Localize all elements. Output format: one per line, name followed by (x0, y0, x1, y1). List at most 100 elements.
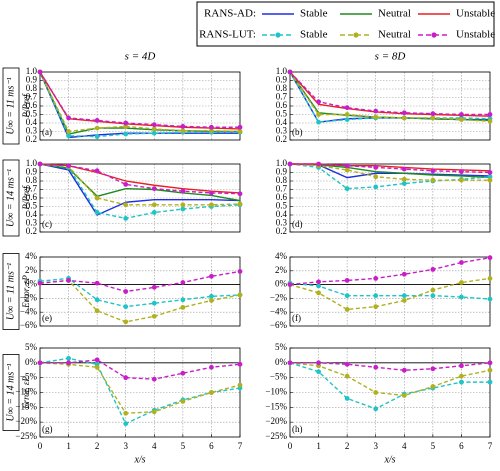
legend-label: Unstable (456, 8, 495, 20)
legend-label: Stable (300, 29, 328, 41)
point (180, 399, 186, 404)
point (123, 124, 129, 129)
point (344, 117, 350, 122)
point (151, 186, 157, 192)
y-tick-label: 0.9 (26, 167, 38, 177)
point (430, 293, 436, 299)
series-line (290, 163, 491, 174)
y-tick-label: 0.4 (276, 117, 288, 127)
point (401, 393, 407, 398)
point (373, 174, 379, 180)
point (151, 376, 157, 382)
point (66, 360, 71, 366)
point (180, 304, 186, 310)
point (180, 202, 186, 208)
point (237, 269, 243, 274)
point (180, 128, 186, 134)
y-tick-label: 2% (25, 265, 38, 275)
point (94, 118, 100, 123)
point (151, 284, 157, 290)
point (94, 280, 100, 286)
point (37, 161, 43, 167)
point (344, 396, 350, 401)
row-label: U∞ = 14 ms⁻¹ (5, 169, 16, 227)
y-tick-label: 0.9 (276, 75, 288, 85)
point (459, 363, 464, 369)
row-label: U∞ = 11 ms⁻¹ (5, 263, 16, 320)
series-line (289, 163, 491, 179)
point (151, 130, 157, 136)
point (123, 216, 129, 221)
point (344, 167, 350, 173)
point (209, 390, 214, 395)
point (316, 279, 321, 285)
point (459, 169, 464, 175)
panel-label: (g) (42, 424, 53, 434)
y-tick-label: 0.4 (26, 209, 38, 219)
point (459, 177, 464, 183)
panel: 0.20.30.40.50.60.70.80.91.0 (a) P/Pref (21, 66, 243, 144)
point (373, 184, 379, 190)
point (487, 255, 493, 261)
point (94, 297, 100, 303)
series-line (289, 277, 491, 311)
point (487, 296, 493, 302)
y-tick-label: −2% (20, 292, 38, 302)
point (430, 384, 436, 389)
point (430, 115, 436, 121)
panel-label: (d) (292, 219, 303, 229)
point (487, 118, 493, 124)
y-tick-label: −25% (15, 431, 37, 441)
y-tick-label: 0.3 (276, 218, 288, 228)
point (237, 201, 243, 207)
point (37, 69, 43, 75)
y-tick-label: 0% (25, 279, 38, 289)
y-tick-label: −2% (270, 292, 288, 302)
point (151, 126, 157, 132)
point (401, 367, 407, 373)
y-tick-label: 0.8 (26, 175, 38, 185)
point (459, 294, 464, 300)
point (94, 357, 100, 363)
point (430, 168, 436, 174)
y-tick-label: 0.9 (276, 167, 288, 177)
x-tick-label: 4 (152, 441, 157, 451)
point (94, 210, 100, 215)
point (487, 360, 493, 366)
point (430, 267, 436, 272)
point (287, 69, 293, 75)
legend-label: Stable (300, 8, 328, 20)
column-title: s = 4D (125, 51, 156, 63)
y-tick-label: −20% (15, 416, 37, 426)
y-tick-label: −10% (15, 387, 37, 397)
series-line (289, 71, 491, 123)
point (344, 112, 350, 117)
y-tick-label: 0.6 (26, 100, 38, 110)
point (237, 292, 243, 298)
y-tick-label: 0.8 (276, 83, 288, 93)
plot-frame (289, 256, 491, 327)
point (344, 186, 350, 192)
point (94, 195, 100, 201)
row-label-box (2, 67, 20, 145)
y-tick-label: −20% (265, 416, 287, 426)
point (123, 202, 129, 208)
point (373, 304, 379, 310)
y-tick-label: −15% (265, 401, 287, 411)
y-tick-label: −4% (20, 306, 38, 316)
y-tick-label: 0.5 (276, 109, 288, 119)
y-tick-label: 4% (275, 251, 288, 261)
plot-frame (39, 71, 241, 141)
x-axis-label: x/s (133, 454, 145, 465)
point (94, 364, 100, 370)
x-tick-label: 2 (345, 441, 350, 451)
x-axis-label: x/s (383, 454, 395, 465)
point (180, 280, 186, 285)
x-tick-label: 7 (488, 441, 493, 451)
series-line (39, 163, 241, 202)
point (209, 293, 214, 299)
point (287, 360, 293, 366)
y-tick-label: 0.8 (26, 83, 38, 93)
series-line (39, 163, 241, 206)
point (209, 364, 214, 370)
